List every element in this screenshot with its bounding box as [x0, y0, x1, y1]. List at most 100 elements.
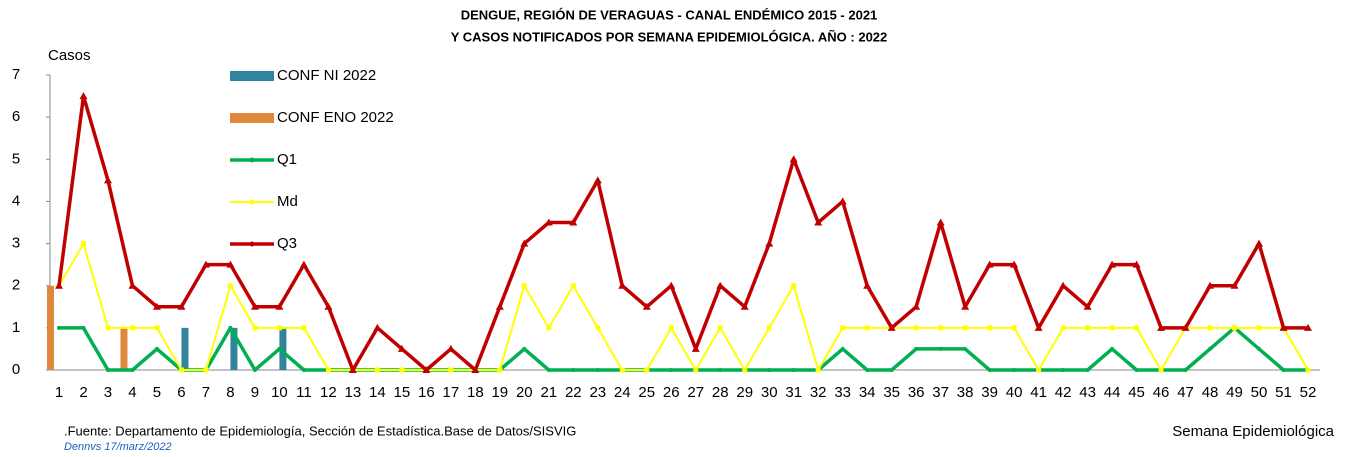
point: [399, 367, 405, 373]
point: [840, 325, 846, 331]
point: [1206, 281, 1215, 289]
point: [520, 239, 529, 247]
x-tick-label: 16: [418, 384, 435, 401]
point: [1059, 281, 1068, 289]
point: [691, 344, 700, 352]
legend-marker: [249, 241, 255, 247]
point: [887, 323, 896, 331]
point: [1108, 260, 1117, 268]
x-tick-label: 36: [908, 384, 925, 401]
point: [1279, 323, 1288, 331]
point: [324, 302, 333, 310]
x-tick-label: 11: [296, 384, 312, 401]
point: [716, 281, 725, 289]
point: [815, 367, 821, 373]
x-tick-label: 47: [1177, 384, 1194, 401]
point: [448, 367, 454, 373]
point: [865, 368, 870, 372]
x-tick-label: 52: [1300, 384, 1317, 401]
point: [1281, 368, 1286, 372]
point: [250, 302, 259, 310]
point: [1132, 260, 1141, 268]
x-tick-label: 39: [981, 384, 998, 401]
x-tick-label: 21: [540, 384, 557, 401]
point: [742, 367, 748, 373]
bar: [230, 327, 238, 370]
legend-label: Q1: [277, 151, 297, 168]
point: [1085, 325, 1091, 331]
point: [767, 368, 772, 372]
point: [497, 367, 503, 373]
point: [1181, 323, 1190, 331]
point: [226, 260, 235, 268]
legend-marker: [249, 157, 255, 163]
x-tick-label: 25: [638, 384, 655, 401]
point: [1134, 368, 1139, 372]
legend-label: Q3: [277, 235, 297, 252]
point: [301, 325, 307, 331]
legend-swatch: [230, 71, 274, 81]
note: Dennvs 17/marz/2022: [64, 441, 172, 452]
point: [1230, 281, 1239, 289]
point: [912, 302, 921, 310]
point: [1110, 346, 1115, 351]
point: [1109, 325, 1115, 331]
point: [152, 302, 161, 310]
x-tick-label: 37: [932, 384, 949, 401]
y-tick-label: 0: [12, 361, 20, 378]
point: [422, 366, 431, 373]
point: [1060, 325, 1066, 331]
point: [569, 218, 578, 226]
point: [642, 302, 651, 310]
point: [1011, 325, 1017, 331]
point: [1257, 346, 1262, 351]
y-tick-label: 6: [12, 108, 20, 125]
point: [79, 92, 88, 100]
point: [1083, 302, 1092, 310]
point: [154, 325, 160, 331]
x-tick-label: 4: [128, 384, 136, 401]
x-tick-label: 2: [79, 384, 87, 401]
legend-swatch: [230, 113, 274, 123]
bar: [47, 285, 54, 370]
y-tick-label: 7: [12, 66, 20, 83]
point: [1158, 367, 1164, 373]
point: [471, 366, 480, 373]
point: [325, 367, 331, 373]
point: [154, 346, 159, 351]
point: [667, 281, 676, 289]
x-tick-label: 22: [565, 384, 582, 401]
x-tick-label: 7: [202, 384, 210, 401]
point: [765, 239, 774, 247]
point: [1255, 239, 1264, 247]
point: [595, 368, 600, 372]
x-tick-label: 27: [687, 384, 704, 401]
x-tick-label: 12: [320, 384, 337, 401]
legend-marker: [249, 199, 255, 205]
y-axis-label: Casos: [48, 47, 91, 64]
point: [717, 325, 723, 331]
bar: [279, 327, 287, 370]
point: [301, 368, 306, 372]
point: [1207, 325, 1213, 331]
point: [985, 260, 994, 268]
legend-label: CONF ENO 2022: [277, 109, 394, 126]
point: [521, 283, 527, 289]
point: [1134, 325, 1140, 331]
point: [913, 325, 919, 331]
point: [863, 281, 872, 289]
point: [938, 325, 944, 331]
point: [1036, 367, 1042, 373]
point: [495, 302, 504, 310]
point: [766, 325, 772, 331]
point: [914, 346, 919, 351]
x-tick-label: 38: [957, 384, 974, 401]
x-tick-label: 23: [589, 384, 606, 401]
y-tick-label: 3: [12, 235, 20, 252]
point: [546, 368, 551, 372]
legend-label: CONF NI 2022: [277, 67, 376, 84]
point: [618, 281, 627, 289]
point: [252, 368, 257, 372]
point: [397, 344, 406, 352]
point: [840, 346, 845, 351]
